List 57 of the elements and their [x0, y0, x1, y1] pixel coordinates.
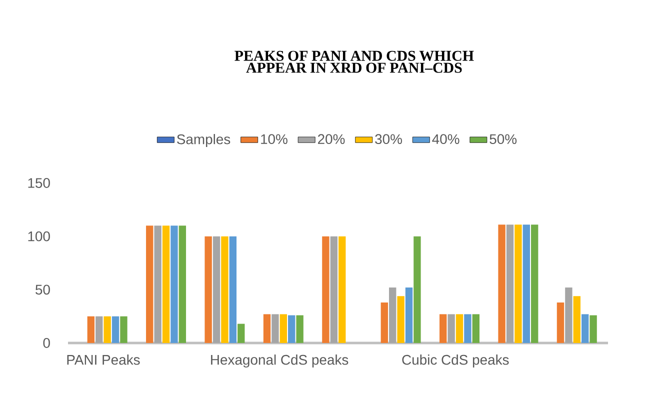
bar — [296, 315, 304, 343]
bar — [96, 316, 103, 343]
bar — [322, 236, 330, 343]
bar — [221, 236, 228, 343]
x-tick-label: PANI Peaks — [67, 354, 140, 365]
bar — [590, 315, 597, 343]
bar — [104, 316, 111, 343]
bar — [280, 314, 288, 343]
bar — [498, 224, 506, 343]
legend-label: 30% — [375, 134, 402, 144]
bar — [263, 314, 271, 343]
y-tick-label: 150 — [28, 178, 50, 188]
bar — [272, 314, 279, 343]
bar — [162, 226, 170, 343]
bar — [170, 226, 178, 343]
bar — [204, 236, 212, 343]
legend-label: Samples — [177, 134, 230, 147]
bar — [120, 316, 128, 343]
bar — [522, 224, 530, 343]
bar — [338, 236, 346, 343]
bar — [154, 226, 162, 343]
bar — [556, 302, 564, 343]
bar — [397, 296, 404, 343]
bar — [573, 296, 580, 343]
legend-label: 20% — [318, 134, 345, 144]
bar — [565, 288, 572, 343]
bar — [178, 226, 186, 343]
bar — [456, 314, 464, 343]
bar — [288, 315, 296, 343]
bar — [146, 226, 154, 343]
y-tick-label: 100 — [28, 231, 50, 242]
bar — [229, 236, 237, 343]
x-tick-label: Cubic CdS peaks — [402, 354, 509, 368]
bar — [414, 236, 421, 343]
y-tick-label: 0 — [43, 338, 50, 348]
x-tick-label: Hexagonal CdS peaks — [211, 354, 348, 368]
bar — [405, 288, 413, 343]
legend-label: 40% — [432, 134, 460, 144]
bar — [514, 224, 522, 343]
bar — [448, 314, 455, 343]
bar — [212, 236, 220, 343]
bar — [330, 236, 338, 343]
bar — [87, 316, 95, 343]
legend-label: 50% — [490, 134, 517, 144]
bar — [440, 314, 447, 343]
bar — [530, 224, 538, 343]
bar — [389, 288, 396, 343]
y-tick-label: 50 — [36, 284, 50, 295]
bar — [506, 224, 514, 343]
bar — [380, 302, 388, 343]
chart-title: PEAKS OF PANI AND CDS WHICH APPEAR IN XRD OF PANI–CDS — [234, 50, 474, 73]
bar — [112, 316, 120, 343]
bar — [238, 324, 245, 343]
legend-label: 10% — [261, 134, 288, 144]
bar — [464, 314, 472, 343]
bar — [581, 314, 589, 343]
bar — [472, 314, 480, 343]
